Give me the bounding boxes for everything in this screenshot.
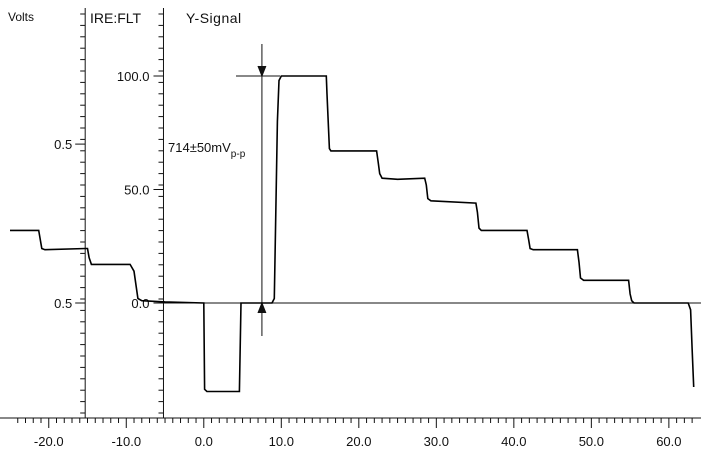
ire-tick-label: 0.0 bbox=[131, 296, 149, 311]
measure-arrow-up bbox=[257, 301, 267, 314]
ire-tick-label: 50.0 bbox=[124, 183, 149, 198]
x-tick-label: -20.0 bbox=[34, 434, 64, 449]
x-tick-label: 50.0 bbox=[579, 434, 604, 449]
tick-labels: -20.0 -10.0 0.0 10.0 20.0 30.0 40.0 50.0 60.0 100… bbox=[34, 69, 682, 449]
x-tick-label: 60.0 bbox=[656, 434, 681, 449]
chart-title: Y-Signal bbox=[186, 10, 242, 26]
volts-tick-label: 0.5 bbox=[54, 137, 72, 152]
ticks bbox=[17, 13, 693, 428]
x-tick-label: -10.0 bbox=[111, 434, 141, 449]
ire-tick-label: 100.0 bbox=[117, 69, 150, 84]
measurement-subscript: p-p bbox=[231, 149, 246, 160]
x-tick-label: 0.0 bbox=[195, 434, 213, 449]
volts-axis-label: Volts bbox=[8, 10, 34, 24]
measurement-main-text: 714±50mV bbox=[168, 140, 231, 155]
measurement-annotation bbox=[236, 44, 280, 336]
signal-trace-0 bbox=[10, 75, 695, 393]
ire-flt-axis-label: IRE:FLT bbox=[90, 10, 142, 26]
measure-arrow-down bbox=[257, 65, 267, 78]
x-tick-label: 30.0 bbox=[424, 434, 449, 449]
x-tick-label: 40.0 bbox=[501, 434, 526, 449]
series bbox=[10, 75, 695, 393]
x-tick-label: 20.0 bbox=[346, 434, 371, 449]
axes bbox=[0, 8, 701, 419]
x-tick-label: 10.0 bbox=[269, 434, 294, 449]
measurement-label: 714±50mVp-p bbox=[168, 140, 246, 160]
volts-tick-label: 0.5 bbox=[54, 296, 72, 311]
